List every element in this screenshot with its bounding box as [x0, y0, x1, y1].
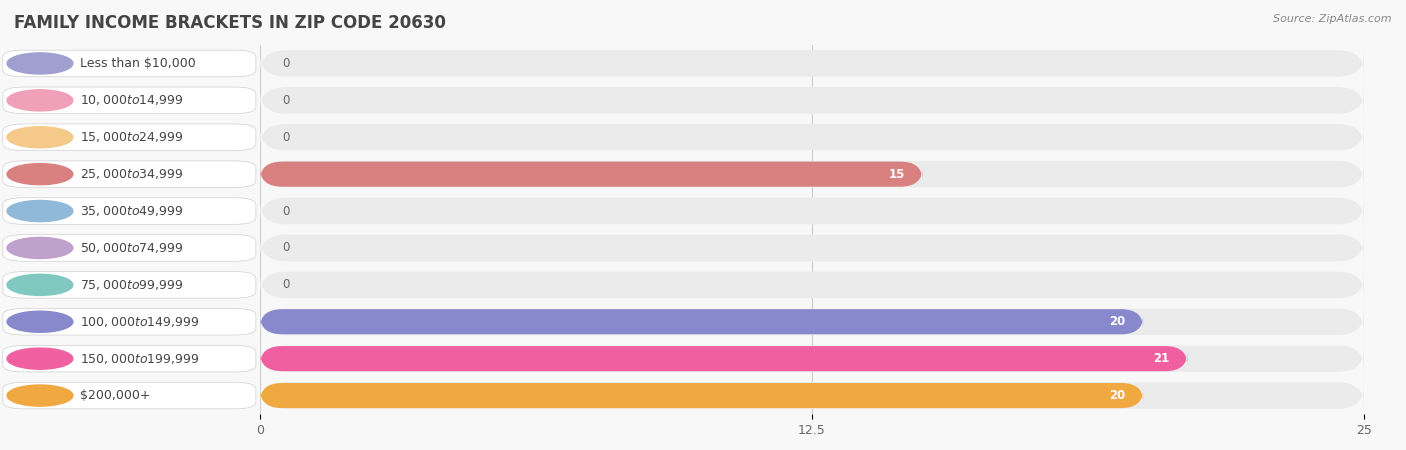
FancyBboxPatch shape	[260, 308, 1364, 335]
FancyBboxPatch shape	[260, 309, 1143, 334]
Text: $15,000 to $24,999: $15,000 to $24,999	[80, 130, 183, 144]
FancyBboxPatch shape	[260, 346, 1187, 371]
Text: 20: 20	[1109, 315, 1125, 328]
Text: $25,000 to $34,999: $25,000 to $34,999	[80, 167, 183, 181]
FancyBboxPatch shape	[260, 87, 1364, 114]
Text: FAMILY INCOME BRACKETS IN ZIP CODE 20630: FAMILY INCOME BRACKETS IN ZIP CODE 20630	[14, 14, 446, 32]
Text: 0: 0	[283, 131, 290, 144]
Text: $100,000 to $149,999: $100,000 to $149,999	[80, 315, 200, 329]
FancyBboxPatch shape	[260, 345, 1364, 372]
Text: 0: 0	[283, 242, 290, 254]
Text: $10,000 to $14,999: $10,000 to $14,999	[80, 93, 183, 108]
Text: $200,000+: $200,000+	[80, 389, 150, 402]
Text: $50,000 to $74,999: $50,000 to $74,999	[80, 241, 183, 255]
FancyBboxPatch shape	[260, 198, 1364, 225]
Text: Less than $10,000: Less than $10,000	[80, 57, 195, 70]
Text: $35,000 to $49,999: $35,000 to $49,999	[80, 204, 183, 218]
FancyBboxPatch shape	[260, 161, 1364, 188]
Text: $75,000 to $99,999: $75,000 to $99,999	[80, 278, 183, 292]
Text: Source: ZipAtlas.com: Source: ZipAtlas.com	[1274, 14, 1392, 23]
Text: 21: 21	[1153, 352, 1170, 365]
Text: 0: 0	[283, 57, 290, 70]
Text: 0: 0	[283, 205, 290, 217]
FancyBboxPatch shape	[260, 382, 1364, 409]
Text: 0: 0	[283, 279, 290, 291]
Text: 0: 0	[283, 94, 290, 107]
Text: $150,000 to $199,999: $150,000 to $199,999	[80, 351, 200, 366]
Text: 20: 20	[1109, 389, 1125, 402]
FancyBboxPatch shape	[260, 162, 922, 187]
FancyBboxPatch shape	[260, 383, 1143, 408]
FancyBboxPatch shape	[260, 271, 1364, 298]
FancyBboxPatch shape	[260, 124, 1364, 151]
FancyBboxPatch shape	[260, 234, 1364, 261]
FancyBboxPatch shape	[260, 50, 1364, 77]
Text: 15: 15	[889, 168, 904, 180]
